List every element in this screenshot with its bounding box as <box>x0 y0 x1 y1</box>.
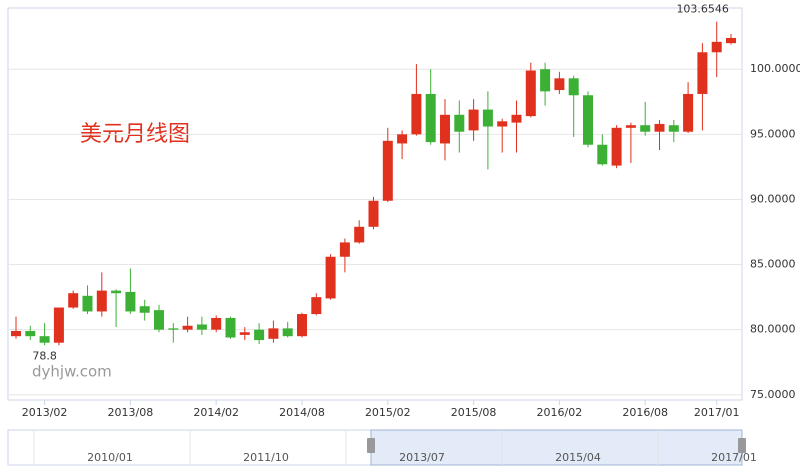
candles <box>11 21 736 346</box>
candle-body <box>425 93 436 143</box>
candle-body <box>683 93 694 132</box>
candle-body <box>96 290 107 312</box>
candle-body <box>540 69 551 92</box>
candle-body <box>25 330 36 337</box>
candle-body <box>168 328 179 330</box>
candle-body <box>468 109 479 131</box>
candle-body <box>611 127 622 166</box>
candle-body <box>68 293 79 308</box>
candle-body <box>282 328 293 337</box>
navigator[interactable]: 2010/01 2011/10 2013/07 2015/04 2017/01 <box>7 429 757 466</box>
candle-body <box>325 256 336 299</box>
x-tick-label: 2015/08 <box>451 406 497 419</box>
candle-body <box>182 325 193 330</box>
candle-body <box>239 332 250 335</box>
y-tick-label: 75.0000 <box>750 388 796 401</box>
y-tick-label: 80.0000 <box>750 323 796 336</box>
max-annotation: 103.6546 <box>676 3 729 16</box>
candle-body <box>397 134 408 144</box>
x-tick-label: 2014/08 <box>279 406 325 419</box>
grid <box>8 68 742 396</box>
candle-body <box>225 317 236 338</box>
candle-body <box>411 93 422 135</box>
navigator-handle[interactable] <box>367 438 375 453</box>
candle-body <box>297 314 307 337</box>
candle-body <box>39 336 50 343</box>
candle-body <box>497 121 508 127</box>
x-tick-label: 2013/08 <box>108 406 154 419</box>
candle-body <box>726 37 736 44</box>
candle-body <box>625 125 636 128</box>
candle-body <box>311 297 322 315</box>
candle-body <box>354 226 365 243</box>
candle-body <box>268 328 279 339</box>
candle-body <box>339 242 350 257</box>
candle-body <box>711 41 722 53</box>
navigator-selection[interactable] <box>370 429 743 466</box>
candle-body <box>254 329 265 341</box>
candle-body <box>11 330 21 337</box>
watermark: dyhjw.com <box>32 363 112 381</box>
candle-body <box>482 109 493 127</box>
candle-body <box>511 114 522 123</box>
candle-body <box>368 200 379 227</box>
y-tick-label: 90.0000 <box>750 192 796 205</box>
x-tick-label: 2016/08 <box>622 406 668 419</box>
candle-body <box>597 144 608 165</box>
x-tick-label: 2013/02 <box>22 406 68 419</box>
navigator-label: 2011/10 <box>243 451 289 464</box>
candle-body <box>697 52 708 94</box>
candle-body <box>568 78 579 96</box>
candle-body <box>111 290 122 294</box>
y-tick-label: 95.0000 <box>750 127 796 140</box>
y-tick-label: 100.0000 <box>750 62 800 75</box>
x-tick-label: 2017/01 <box>694 406 740 419</box>
x-tick-label: 2016/02 <box>537 406 583 419</box>
candle-body <box>525 70 536 117</box>
navigator-label: 2015/04 <box>555 451 601 464</box>
candle-body <box>382 140 393 201</box>
candle-body <box>82 295 93 312</box>
candle-body <box>583 95 593 145</box>
navigator-label: 2010/01 <box>87 451 133 464</box>
candle-body <box>211 317 222 330</box>
navigator-label: 2013/07 <box>399 451 445 464</box>
candle-body <box>440 114 450 144</box>
candle-body <box>154 310 164 330</box>
navigator-label: 2017/01 <box>711 451 757 464</box>
min-annotation: 78.8 <box>32 349 57 362</box>
candle-body <box>125 291 136 312</box>
candle-body <box>454 114 465 132</box>
candle-body <box>53 307 64 343</box>
candle-body <box>196 324 207 330</box>
candle-body <box>668 125 679 132</box>
candle-body <box>139 306 150 313</box>
candle-body <box>554 78 565 91</box>
candle-body <box>654 123 665 132</box>
candle-body <box>640 125 651 132</box>
navigator-handle[interactable] <box>738 438 746 453</box>
x-tick-label: 2014/02 <box>193 406 239 419</box>
y-tick-label: 85.0000 <box>750 258 796 271</box>
x-tick-label: 2015/02 <box>365 406 411 419</box>
